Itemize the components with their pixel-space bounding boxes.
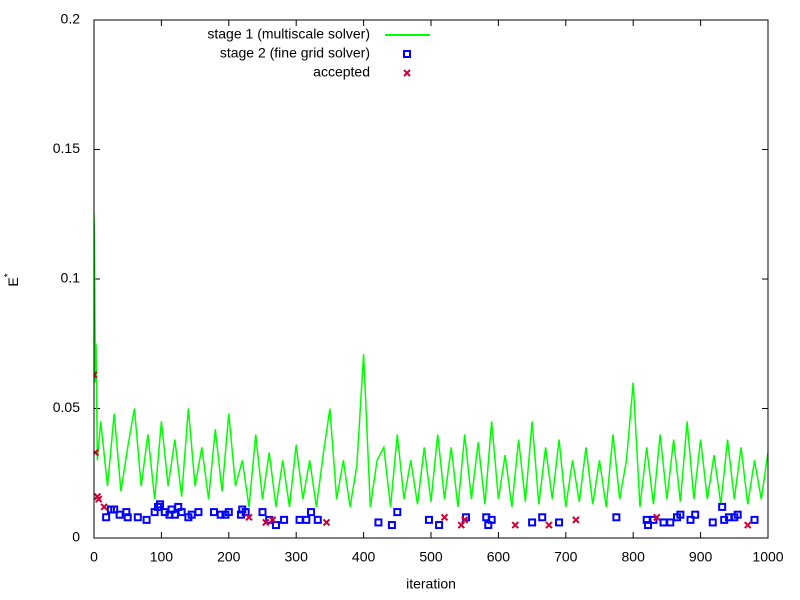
square-marker xyxy=(435,521,444,530)
square-marker xyxy=(313,515,322,524)
x-tick-label: 500 xyxy=(419,549,443,565)
x-tick-label: 700 xyxy=(554,549,578,565)
x-marker xyxy=(545,521,553,529)
y-tick-label: 0.1 xyxy=(61,270,81,286)
square-marker xyxy=(307,508,316,517)
x-marker xyxy=(94,371,98,379)
legend-swatch xyxy=(403,69,411,77)
x-marker xyxy=(245,513,253,521)
x-marker xyxy=(457,521,466,529)
square-marker xyxy=(387,521,396,530)
square-marker xyxy=(644,521,653,530)
square-marker xyxy=(686,515,695,524)
x-tick-label: 800 xyxy=(622,549,646,565)
square-marker xyxy=(750,515,759,524)
legend-label: accepted xyxy=(313,64,370,80)
y-tick-label: 0.15 xyxy=(53,140,80,156)
legend-label: stage 2 (fine grid solver) xyxy=(220,45,370,61)
x-marker xyxy=(262,518,270,527)
x-marker xyxy=(100,503,108,511)
square-marker xyxy=(528,518,537,527)
square-marker xyxy=(487,515,496,524)
x-tick-label: 400 xyxy=(352,549,376,565)
square-marker xyxy=(280,515,289,524)
square-marker xyxy=(194,508,203,517)
square-marker xyxy=(538,513,547,522)
square-marker xyxy=(718,502,727,511)
x-marker xyxy=(653,513,661,521)
y-tick-label: 0 xyxy=(72,529,80,545)
legend-label: stage 1 (multiscale solver) xyxy=(207,26,370,42)
square-marker xyxy=(110,505,119,514)
x-marker xyxy=(440,513,449,521)
square-marker xyxy=(258,508,267,517)
x-marker xyxy=(572,516,580,524)
x-marker xyxy=(460,516,469,524)
square-marker xyxy=(708,518,717,527)
x-tick-label: 1000 xyxy=(752,549,783,565)
square-marker xyxy=(224,508,233,517)
x-marker xyxy=(744,521,752,529)
series-line xyxy=(94,214,768,508)
y-tick-label: 0.2 xyxy=(61,11,81,27)
x-tick-label: 300 xyxy=(285,549,309,565)
x-tick-label: 0 xyxy=(90,549,98,565)
x-tick-label: 600 xyxy=(487,549,511,565)
square-marker xyxy=(177,508,186,517)
square-marker xyxy=(424,515,433,524)
square-marker xyxy=(666,518,675,527)
square-marker xyxy=(142,515,151,524)
y-tick-label: 0.05 xyxy=(53,399,80,415)
square-marker xyxy=(393,508,402,517)
square-marker xyxy=(216,510,225,519)
x-marker xyxy=(322,518,331,527)
plot-area xyxy=(94,214,768,530)
square-marker xyxy=(374,518,383,527)
square-marker xyxy=(676,510,685,519)
y-axis-label: E* xyxy=(3,273,21,286)
square-marker xyxy=(156,500,165,509)
square-marker xyxy=(612,513,621,522)
x-tick-label: 100 xyxy=(150,549,174,565)
square-marker xyxy=(133,513,142,522)
x-axis-label: iteration xyxy=(406,576,456,592)
x-marker xyxy=(94,448,100,457)
x-marker xyxy=(511,521,519,529)
x-marker xyxy=(268,516,277,524)
square-marker xyxy=(123,513,132,522)
x-marker xyxy=(95,495,103,503)
square-marker xyxy=(691,510,700,519)
x-tick-label: 200 xyxy=(217,549,241,565)
square-marker xyxy=(649,515,658,524)
y-axis-label-base: E xyxy=(5,277,21,286)
square-marker xyxy=(733,510,742,519)
x-tick-label: 900 xyxy=(689,549,713,565)
square-marker xyxy=(302,515,311,524)
y-axis-label-superscript: * xyxy=(3,273,14,277)
square-marker xyxy=(102,513,111,522)
plot-border xyxy=(93,19,769,539)
legend-swatch xyxy=(403,50,411,58)
square-marker xyxy=(555,518,564,527)
